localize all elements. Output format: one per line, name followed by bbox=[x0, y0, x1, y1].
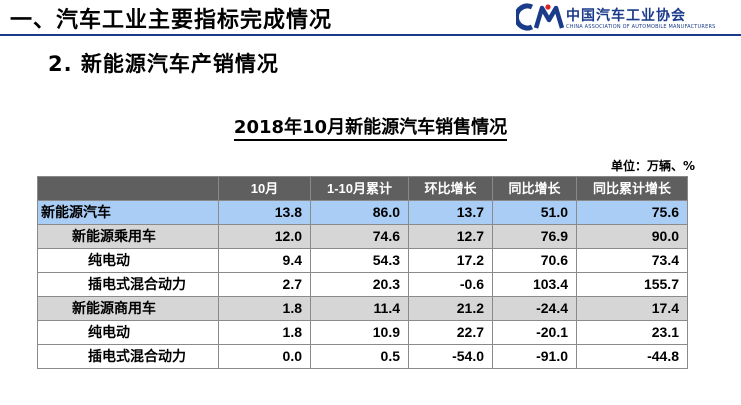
table-title-text: 2018年10月新能源汽车销售情况 bbox=[233, 117, 508, 141]
table-cell: 73.4 bbox=[576, 248, 688, 273]
column-header: 10月 bbox=[218, 176, 311, 201]
table-cell: 9.4 bbox=[218, 248, 311, 273]
row-label: 新能源商用车 bbox=[37, 296, 219, 321]
table-cell: 10.9 bbox=[310, 320, 409, 345]
table-cell: -54.0 bbox=[408, 344, 493, 369]
row-label: 插电式混合动力 bbox=[37, 344, 219, 369]
table-row: 纯电动 9.4 54.3 17.2 70.6 73.4 bbox=[37, 248, 688, 273]
table-cell: 1.8 bbox=[218, 320, 311, 345]
table-cell: 70.6 bbox=[492, 248, 577, 273]
table-cell: 51.0 bbox=[492, 200, 577, 225]
table-cell: 12.7 bbox=[408, 224, 493, 249]
table-cell: 13.7 bbox=[408, 200, 493, 225]
table-row: 插电式混合动力 0.0 0.5 -54.0 -91.0 -44.8 bbox=[37, 344, 688, 369]
table-cell: 86.0 bbox=[310, 200, 409, 225]
table-row: 插电式混合动力 2.7 20.3 -0.6 103.4 155.7 bbox=[37, 272, 688, 297]
table-cell: 75.6 bbox=[576, 200, 688, 225]
table-cell: 20.3 bbox=[310, 272, 409, 297]
table-cell: -24.4 bbox=[492, 296, 577, 321]
table-row: 纯电动 1.8 10.9 22.7 -20.1 23.1 bbox=[37, 320, 688, 345]
row-label: 新能源汽车 bbox=[37, 200, 219, 225]
section-title: 2. 新能源汽车产销情况 bbox=[48, 52, 279, 76]
table-cell: 1.8 bbox=[218, 296, 311, 321]
table-cell: 17.2 bbox=[408, 248, 493, 273]
table-cell: -91.0 bbox=[492, 344, 577, 369]
row-label: 纯电动 bbox=[37, 248, 219, 273]
row-label: 新能源乘用车 bbox=[37, 224, 219, 249]
caam-logo: 中国汽车工业协会 CHINA ASSOCIATION OF AUTOMOBILE… bbox=[516, 2, 716, 34]
table-cell: 76.9 bbox=[492, 224, 577, 249]
table-cell: 155.7 bbox=[576, 272, 688, 297]
table-cell: 2.7 bbox=[218, 272, 311, 297]
table-row: 新能源乘用车 12.0 74.6 12.7 76.9 90.0 bbox=[37, 224, 688, 249]
table-cell: 54.3 bbox=[310, 248, 409, 273]
caam-logo-mark-icon bbox=[516, 3, 564, 31]
unit-note: 单位：万辆、% bbox=[610, 159, 695, 173]
table-row: 新能源商用车 1.8 11.4 21.2 -24.4 17.4 bbox=[37, 296, 688, 321]
table-cell: 17.4 bbox=[576, 296, 688, 321]
table-row: 新能源汽车 13.8 86.0 13.7 51.0 75.6 bbox=[37, 200, 688, 225]
table-title: 2018年10月新能源汽车销售情况 bbox=[0, 113, 741, 141]
table-cell: 74.6 bbox=[310, 224, 409, 249]
logo-english-name: CHINA ASSOCIATION OF AUTOMOBILE MANUFACT… bbox=[566, 24, 716, 30]
sales-table: 10月 1-10月累计 环比增长 同比增长 同比累计增长 新能源汽车 13.8 … bbox=[37, 176, 688, 369]
table-cell: 22.7 bbox=[408, 320, 493, 345]
column-header: 1-10月累计 bbox=[310, 176, 409, 201]
table-cell: 0.5 bbox=[310, 344, 409, 369]
table-cell: 23.1 bbox=[576, 320, 688, 345]
row-label: 纯电动 bbox=[37, 320, 219, 345]
table-cell: 21.2 bbox=[408, 296, 493, 321]
table-cell: 0.0 bbox=[218, 344, 311, 369]
table-cell: -0.6 bbox=[408, 272, 493, 297]
table-cell: 90.0 bbox=[576, 224, 688, 249]
table-cell: -44.8 bbox=[576, 344, 688, 369]
table-cell: -20.1 bbox=[492, 320, 577, 345]
slide-header-title: 一、汽车工业主要指标完成情况 bbox=[10, 8, 333, 33]
table-cell: 11.4 bbox=[310, 296, 409, 321]
table-cell: 12.0 bbox=[218, 224, 311, 249]
header-divider bbox=[0, 34, 741, 36]
logo-chinese-name: 中国汽车工业协会 bbox=[566, 8, 686, 24]
row-label: 插电式混合动力 bbox=[37, 272, 219, 297]
column-header: 环比增长 bbox=[408, 176, 493, 201]
table-cell: 103.4 bbox=[492, 272, 577, 297]
column-header: 同比累计增长 bbox=[576, 176, 688, 201]
column-header bbox=[37, 176, 219, 201]
table-cell: 13.8 bbox=[218, 200, 311, 225]
column-header: 同比增长 bbox=[492, 176, 577, 201]
table-header-row: 10月 1-10月累计 环比增长 同比增长 同比累计增长 bbox=[37, 176, 688, 201]
